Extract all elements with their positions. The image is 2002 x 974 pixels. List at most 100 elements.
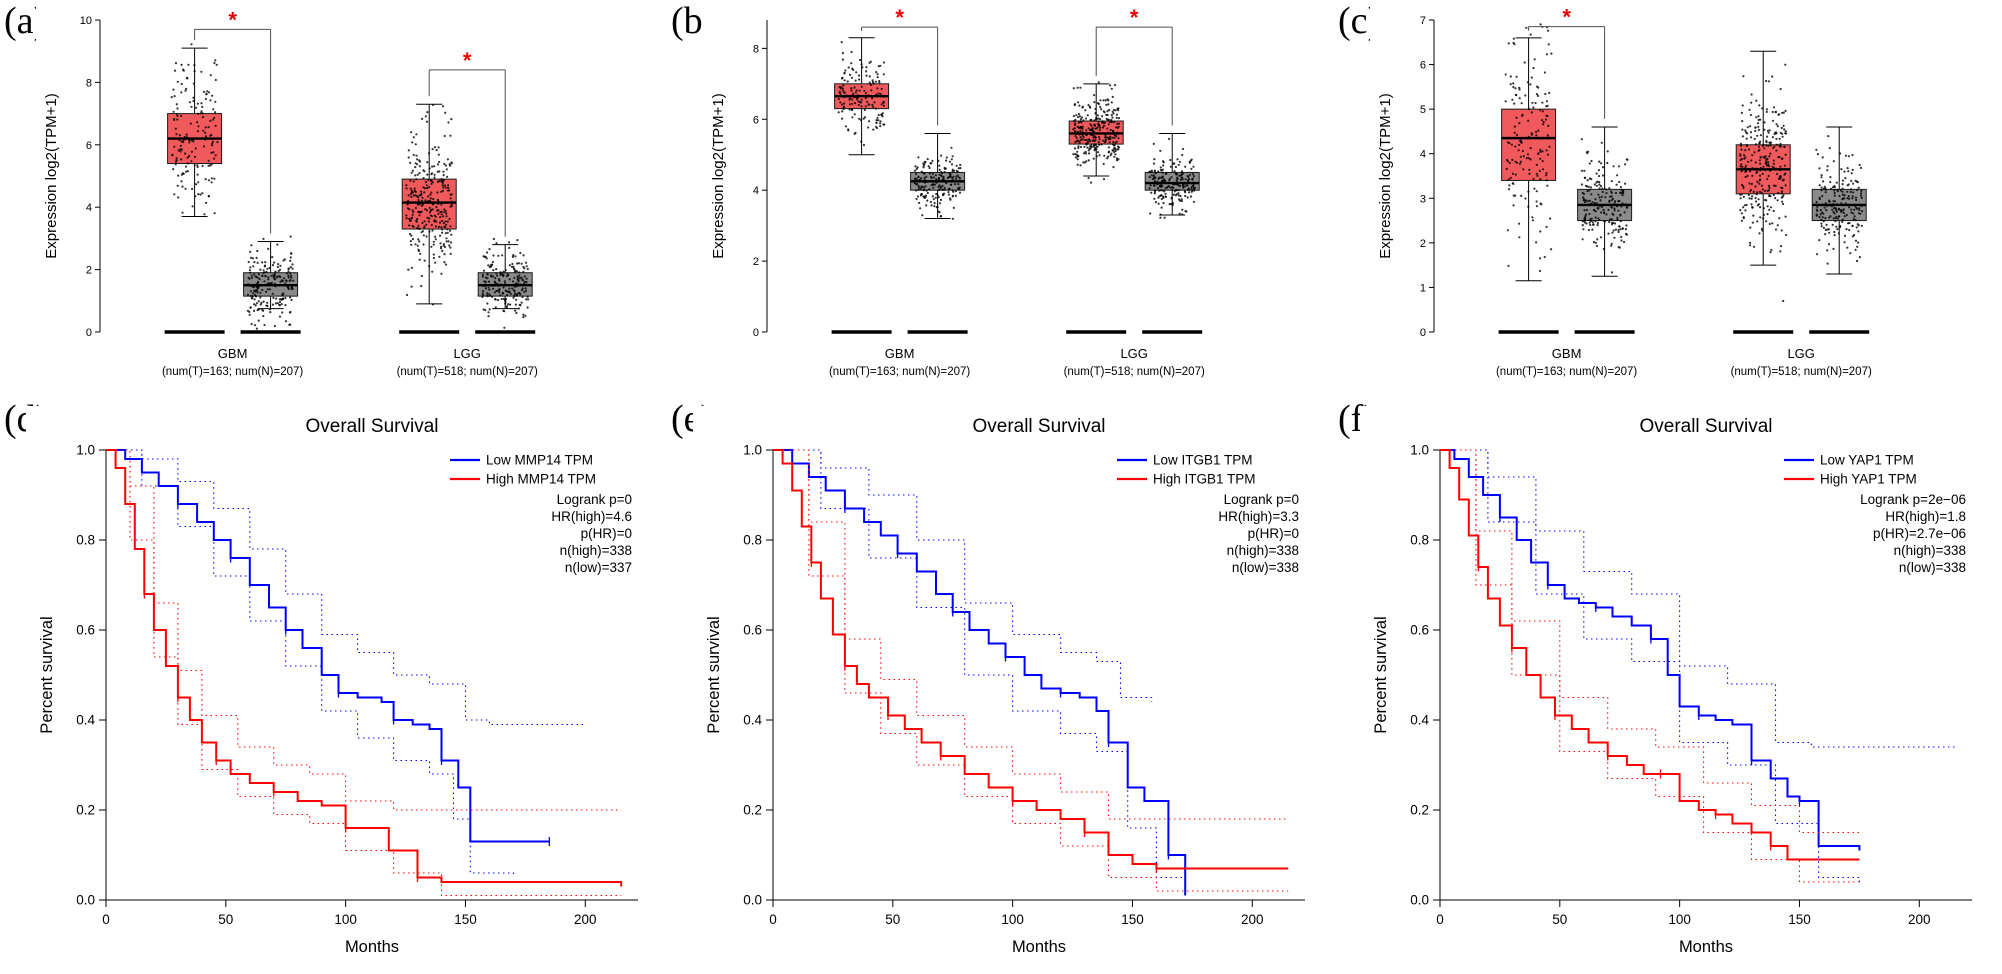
svg-text:0: 0	[1420, 327, 1426, 339]
svg-text:8: 8	[86, 77, 92, 89]
svg-text:Expression log2(TPM+1): Expression log2(TPM+1)	[43, 93, 60, 258]
svg-text:6: 6	[1420, 60, 1426, 72]
svg-text:6: 6	[753, 114, 759, 126]
svg-text:Expression log2(TPM+1): Expression log2(TPM+1)	[710, 93, 727, 258]
svg-text:(num(T)=518; num(N)=207): (num(T)=518; num(N)=207)	[1731, 366, 1872, 378]
boxplot-a-chart: 0 2 4 6 8 10 Expression log2(TPM+1) GBM (num(T)=…	[36, 2, 636, 394]
svg-text:0: 0	[102, 912, 110, 927]
svg-text:0.2: 0.2	[76, 803, 95, 818]
svg-text:*: *	[895, 5, 904, 30]
svg-text:*: *	[1130, 5, 1139, 30]
svg-text:0.0: 0.0	[743, 893, 762, 908]
svg-text:150: 150	[1788, 912, 1811, 927]
svg-text:Months: Months	[345, 938, 399, 956]
svg-text:*: *	[463, 48, 472, 73]
svg-text:4: 4	[1420, 149, 1426, 161]
svg-text:n(high)=338: n(high)=338	[560, 543, 632, 558]
svg-text:p(HR)=0: p(HR)=0	[1248, 526, 1299, 541]
svg-text:2: 2	[1420, 238, 1426, 250]
panel-d: (d) Overall Survival 0 50 100 150 200 0.0 0.2 0.…	[0, 398, 667, 974]
svg-text:Months: Months	[1679, 938, 1733, 956]
survival-d-chart: Overall Survival 0 50 100 150 200 0.0 0.2 0.4 0.6…	[26, 406, 666, 966]
svg-text:*: *	[1562, 5, 1571, 30]
svg-text:High YAP1 TPM: High YAP1 TPM	[1820, 472, 1917, 487]
svg-text:HR(high)=3.3: HR(high)=3.3	[1218, 509, 1299, 524]
svg-text:GBM: GBM	[1552, 346, 1582, 361]
svg-text:Logrank p=0: Logrank p=0	[557, 492, 632, 507]
svg-text:0.6: 0.6	[1410, 623, 1429, 638]
svg-text:LGG: LGG	[453, 346, 480, 361]
svg-text:HR(high)=1.8: HR(high)=1.8	[1885, 509, 1966, 524]
svg-text:LGG: LGG	[1787, 346, 1814, 361]
svg-text:(num(T)=163; num(N)=207): (num(T)=163; num(N)=207)	[829, 366, 970, 378]
svg-text:(num(T)=163; num(N)=207): (num(T)=163; num(N)=207)	[1496, 366, 1637, 378]
svg-text:1.0: 1.0	[743, 443, 762, 458]
svg-text:0: 0	[769, 912, 777, 927]
svg-text:50: 50	[1552, 912, 1567, 927]
svg-text:0.2: 0.2	[743, 803, 762, 818]
svg-text:50: 50	[218, 912, 233, 927]
svg-text:150: 150	[1121, 912, 1144, 927]
svg-text:High MMP14 TPM: High MMP14 TPM	[486, 472, 596, 487]
svg-text:Percent survival: Percent survival	[1372, 616, 1390, 733]
svg-text:0.0: 0.0	[1410, 893, 1429, 908]
survival-e-chart: Overall Survival 0 50 100 150 200 0.0 0.2 0.4 0.6…	[693, 406, 1333, 966]
svg-text:Overall Survival: Overall Survival	[972, 416, 1105, 437]
svg-text:1.0: 1.0	[76, 443, 95, 458]
svg-text:Logrank p=2e−06: Logrank p=2e−06	[1860, 492, 1966, 507]
svg-text:1.0: 1.0	[1410, 443, 1429, 458]
boxplot-b-chart: 0 2 4 6 8 Expression log2(TPM+1) GBM (num(T)=16…	[703, 2, 1303, 394]
svg-text:0.4: 0.4	[1410, 713, 1429, 728]
svg-text:p(HR)=2.7e−06: p(HR)=2.7e−06	[1873, 526, 1966, 541]
svg-text:LGG: LGG	[1120, 346, 1147, 361]
svg-text:2: 2	[86, 265, 92, 277]
svg-text:n(low)=338: n(low)=338	[1899, 560, 1966, 575]
svg-text:Expression log2(TPM+1): Expression log2(TPM+1)	[1377, 93, 1394, 258]
svg-text:100: 100	[334, 912, 357, 927]
svg-text:5: 5	[1420, 104, 1426, 116]
svg-text:50: 50	[885, 912, 900, 927]
svg-text:n(low)=338: n(low)=338	[1232, 560, 1299, 575]
svg-text:0.4: 0.4	[76, 713, 95, 728]
svg-text:200: 200	[1908, 912, 1931, 927]
boxplot-row: (a) 0 2 4 6 8 10 Expression log2(TPM+1) GBM (num…	[0, 0, 2002, 398]
svg-text:0.6: 0.6	[76, 623, 95, 638]
svg-text:Overall Survival: Overall Survival	[1639, 416, 1772, 437]
svg-text:Low MMP14 TPM: Low MMP14 TPM	[486, 453, 593, 468]
survival-f-chart: Overall Survival 0 50 100 150 200 0.0 0.2 0.4 0.6…	[1360, 406, 2000, 966]
panel-a: (a) 0 2 4 6 8 10 Expression log2(TPM+1) GBM (num…	[0, 0, 667, 398]
svg-text:0.8: 0.8	[743, 533, 762, 548]
svg-text:Logrank p=0: Logrank p=0	[1224, 492, 1299, 507]
svg-text:Percent survival: Percent survival	[38, 616, 56, 733]
svg-text:GBM: GBM	[885, 346, 915, 361]
svg-text:150: 150	[454, 912, 477, 927]
svg-text:0: 0	[753, 327, 759, 339]
svg-text:3: 3	[1420, 193, 1426, 205]
svg-text:Overall Survival: Overall Survival	[305, 416, 438, 437]
svg-text:4: 4	[753, 185, 759, 197]
svg-text:0.6: 0.6	[743, 623, 762, 638]
svg-text:8: 8	[753, 43, 759, 55]
svg-text:4: 4	[86, 202, 92, 214]
svg-text:10: 10	[80, 15, 92, 27]
svg-text:(num(T)=163; num(N)=207): (num(T)=163; num(N)=207)	[162, 366, 303, 378]
panel-e: (e) Overall Survival 0 50 100 150 200 0.0 0.2 0.…	[667, 398, 1334, 974]
svg-text:0: 0	[1436, 912, 1444, 927]
panel-f: (f) Overall Survival 0 50 100 150 200 0.0 0.2 0.…	[1334, 398, 2001, 974]
svg-text:2: 2	[753, 256, 759, 268]
svg-text:GBM: GBM	[218, 346, 248, 361]
panel-c: (c) 0 1 2 3 4 5 6 7 Expression log2(TPM+1) GBM (nu…	[1334, 0, 2001, 398]
svg-text:(num(T)=518; num(N)=207): (num(T)=518; num(N)=207)	[1064, 366, 1205, 378]
svg-text:100: 100	[1001, 912, 1024, 927]
svg-text:0.4: 0.4	[743, 713, 762, 728]
svg-text:Percent survival: Percent survival	[705, 616, 723, 733]
svg-text:p(HR)=0: p(HR)=0	[581, 526, 632, 541]
svg-text:0.0: 0.0	[76, 893, 95, 908]
svg-text:200: 200	[574, 912, 597, 927]
svg-text:HR(high)=4.6: HR(high)=4.6	[551, 509, 632, 524]
svg-text:0.8: 0.8	[76, 533, 95, 548]
svg-text:0.8: 0.8	[1410, 533, 1429, 548]
svg-text:200: 200	[1241, 912, 1264, 927]
panel-b: (b) 0 2 4 6 8 Expression log2(TPM+1) GBM (num(T…	[667, 0, 1334, 398]
